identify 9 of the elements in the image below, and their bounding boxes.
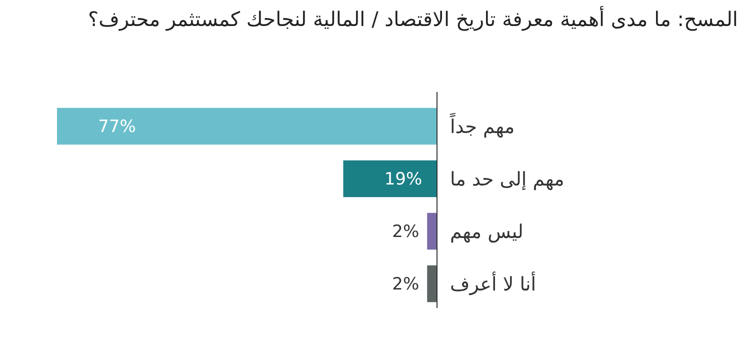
data-label: 2% xyxy=(392,274,420,295)
y-tick-label: مهم جداً xyxy=(450,112,515,138)
data-label: 77% xyxy=(98,117,136,138)
chart-title: المسح: ما مدى أهمية معرفة تاريخ الاقتصاد / المالية لنجاحك كمستثمر محترف؟ xyxy=(88,6,738,31)
data-label: 2% xyxy=(392,222,420,242)
data-label: 19% xyxy=(384,170,422,190)
y-tick-label: مهم إلى حد ما xyxy=(450,168,564,190)
y-tick-label: أنا لا أعرف xyxy=(450,271,536,296)
y-tick-label: ليس مهم xyxy=(450,220,524,243)
